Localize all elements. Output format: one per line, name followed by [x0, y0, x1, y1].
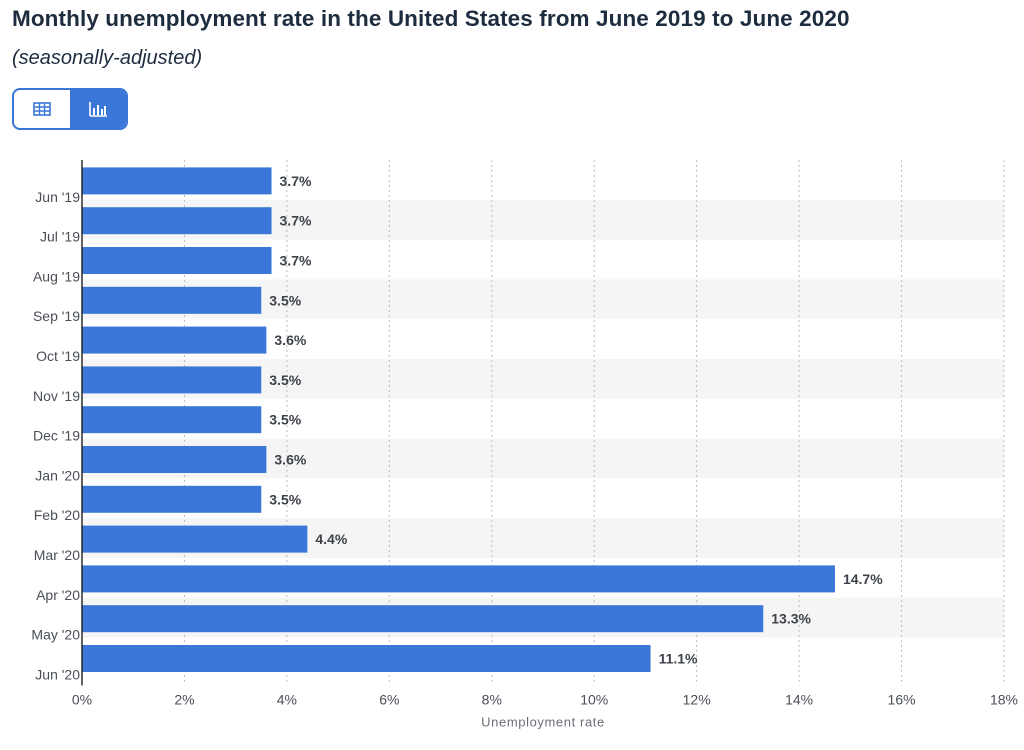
data-label: 3.7%	[280, 173, 312, 189]
data-label: 3.7%	[280, 253, 312, 269]
data-label: 3.7%	[280, 213, 312, 229]
table-icon	[33, 102, 51, 116]
x-tick-label: 18%	[990, 691, 1018, 707]
data-label: 3.5%	[269, 412, 301, 428]
data-label: 13.3%	[771, 611, 811, 627]
bar-chart-icon	[89, 102, 107, 117]
table-view-button[interactable]	[14, 90, 70, 128]
y-tick-label: Feb '20	[34, 507, 80, 523]
x-tick-label: 0%	[72, 691, 92, 707]
y-tick-label: Nov '19	[33, 388, 80, 404]
x-tick-label: 12%	[683, 691, 711, 707]
y-tick-label: Aug '19	[33, 268, 80, 284]
x-axis-title: Unemployment rate	[481, 714, 605, 729]
data-label: 3.6%	[274, 452, 306, 468]
bar[interactable]	[82, 366, 262, 394]
y-tick-label: Sep '19	[33, 308, 80, 324]
y-tick-label: Apr '20	[36, 587, 80, 603]
data-label: 11.1%	[659, 651, 698, 667]
data-label: 14.7%	[843, 571, 883, 587]
bar[interactable]	[82, 167, 272, 195]
data-label: 3.5%	[269, 292, 301, 308]
bar-chart: 3.7% 3.7% 3.7% 3.5% 3.6% 3.5% 3.5% 3.6% 3.5% 4.4%…	[31, 160, 1018, 729]
bar[interactable]	[82, 326, 267, 354]
chart-view-button[interactable]	[70, 90, 126, 128]
y-tick-label: Jun '19	[35, 189, 80, 205]
bar[interactable]	[82, 565, 835, 593]
data-label: 3.5%	[269, 491, 301, 507]
data-label: 3.6%	[274, 332, 306, 348]
bar[interactable]	[82, 645, 651, 672]
x-tick-label: 14%	[785, 691, 813, 707]
bar[interactable]	[82, 525, 308, 553]
bar[interactable]	[82, 406, 262, 434]
chart-title: Monthly unemployment rate in the United …	[12, 6, 850, 31]
x-tick-label: 10%	[580, 691, 608, 707]
bar[interactable]	[82, 485, 262, 513]
chart-subtitle: (seasonally-adjusted)	[12, 47, 203, 69]
bar[interactable]	[82, 286, 262, 314]
y-tick-label: Jul '19	[40, 229, 80, 245]
bar[interactable]	[82, 605, 764, 633]
data-label: 3.5%	[269, 372, 301, 388]
bar[interactable]	[82, 446, 267, 473]
y-tick-label: Jun '20	[35, 666, 80, 682]
y-tick-label: Mar '20	[34, 547, 80, 563]
x-tick-label: 16%	[888, 691, 916, 707]
bar[interactable]	[82, 207, 272, 235]
y-tick-label: Jan '20	[35, 467, 80, 483]
bar[interactable]	[82, 247, 272, 274]
y-tick-label: May '20	[31, 627, 80, 643]
x-tick-label: 6%	[379, 691, 399, 707]
x-tick-label: 8%	[482, 691, 502, 707]
data-label: 4.4%	[315, 531, 347, 547]
y-tick-label: Oct '19	[36, 348, 80, 364]
x-tick-label: 2%	[174, 691, 194, 707]
x-tick-label: 4%	[277, 691, 297, 707]
view-toggle	[12, 88, 128, 130]
y-tick-label: Dec '19	[33, 428, 80, 444]
